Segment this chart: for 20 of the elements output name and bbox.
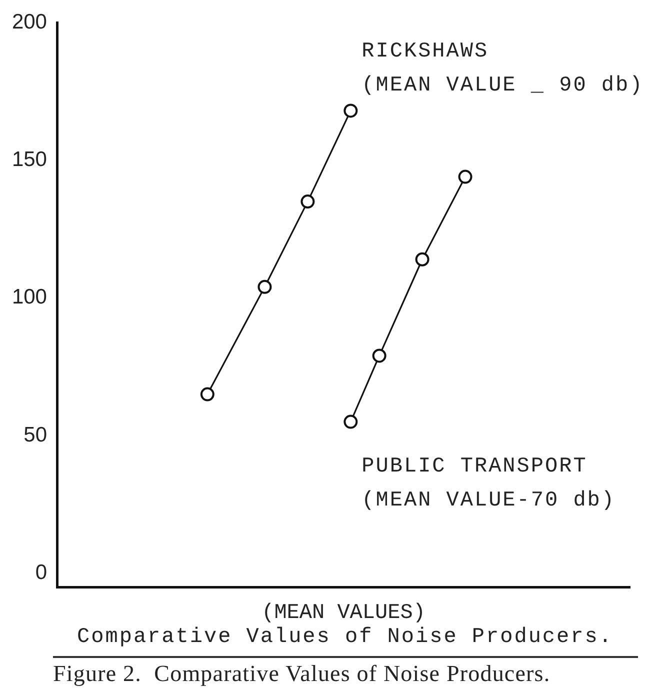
- y-tick-label: 50: [24, 423, 47, 446]
- point: [344, 104, 358, 118]
- series-label: PUBLIC TRANSPORT: [362, 455, 588, 478]
- annotation: (MEAN VALUE _ 90 db): [362, 74, 644, 98]
- text: RICKSHAWS: [362, 40, 489, 64]
- caption: Figure 2. Comparative Values of Noise Producers.: [53, 661, 550, 687]
- point: [458, 170, 472, 184]
- point: [344, 414, 358, 429]
- text: Comparative Values of Noise Producers.: [76, 626, 614, 649]
- y-tick-label: 100: [12, 286, 47, 309]
- point: [200, 387, 214, 402]
- point: [300, 194, 315, 209]
- y-tick-label: 200: [12, 10, 47, 34]
- y-tick-label: 0: [35, 561, 47, 584]
- point: [258, 280, 272, 294]
- x-axis-title: (MEAN VALUES): [262, 602, 426, 625]
- annotation: (MEAN VALUE-70 db): [362, 489, 616, 512]
- point: [372, 348, 386, 363]
- y-tick-label: 150: [12, 148, 47, 172]
- point: [415, 252, 430, 266]
